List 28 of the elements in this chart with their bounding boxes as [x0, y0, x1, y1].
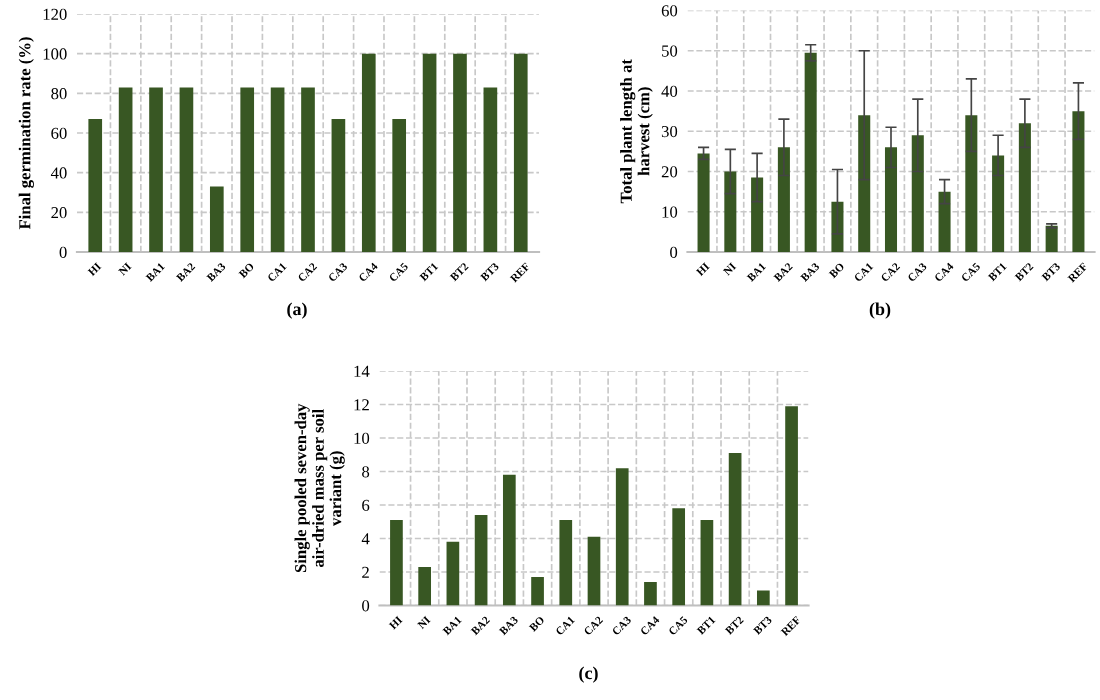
y-tick-label: 8	[362, 466, 370, 478]
y-tick-label: 30	[661, 125, 678, 138]
y-tick-label: 12	[354, 399, 369, 411]
text: (b)	[869, 302, 891, 319]
y-tick-label: 120	[43, 8, 67, 20]
y-axis-title: Total plant length at harvest (cm)	[620, 59, 653, 204]
text: (c)	[579, 666, 598, 683]
y-tick-label: 100	[43, 48, 67, 60]
y-tick-label: 40	[50, 167, 67, 179]
y-tick-label: 10	[354, 432, 370, 444]
y-tick-label: 0	[670, 246, 678, 258]
y-axis-title: Single pooled seven-day air-dried mass per soil variant (g)	[294, 403, 345, 573]
y-tick-label: 0	[362, 600, 370, 612]
y-tick-label: 60	[661, 5, 678, 17]
y-tick-label: 10	[662, 206, 678, 218]
y-tick-label: 4	[361, 533, 370, 545]
y-tick-label: 14	[354, 365, 370, 377]
y-tick-label: 80	[51, 88, 67, 100]
text: (a)	[287, 302, 307, 319]
y-tick-label: 50	[662, 45, 678, 57]
y-tick-label: 20	[51, 207, 67, 219]
y-tick-label: 20	[661, 166, 678, 178]
y-tick-label: 40	[661, 85, 678, 97]
y-tick-label: 2	[362, 566, 369, 578]
y-tick-label: 6	[362, 499, 370, 511]
y-tick-label: 0	[59, 246, 67, 258]
y-tick-label: 60	[51, 127, 67, 139]
y-axis-title: Final germination rate (%)	[18, 37, 34, 230]
